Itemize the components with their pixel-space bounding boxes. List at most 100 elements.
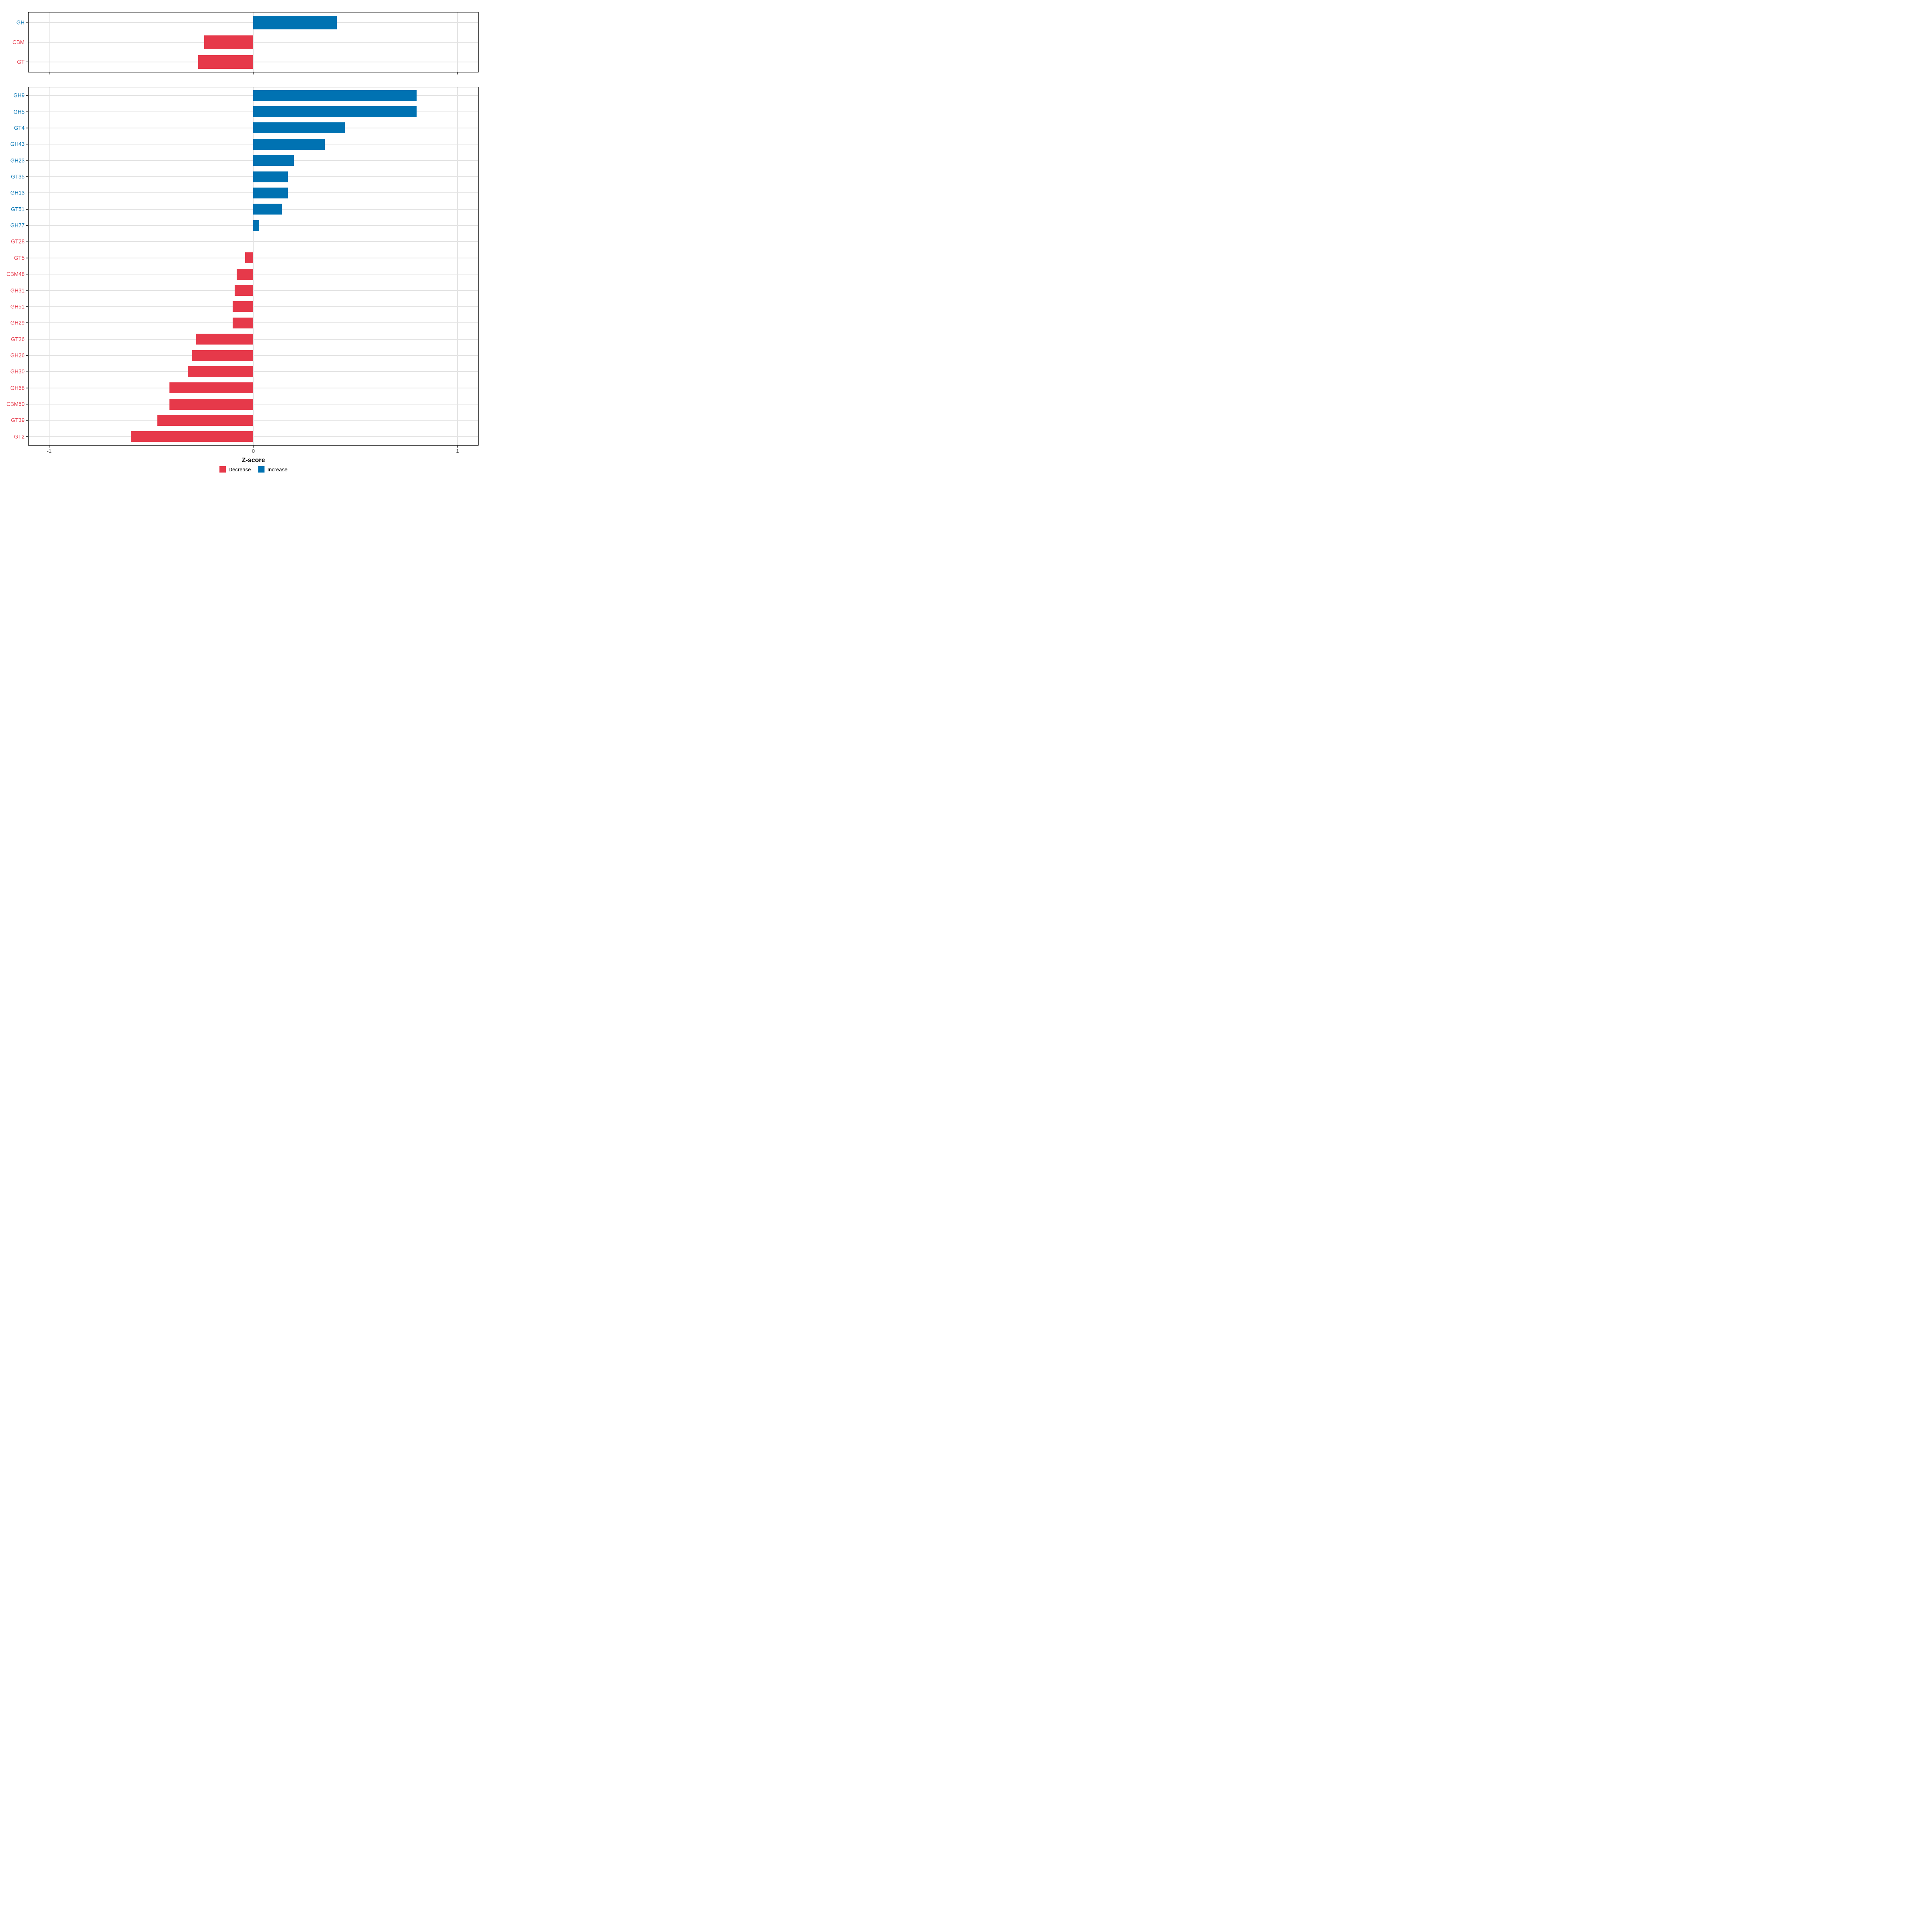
bar-GH31: [235, 285, 253, 296]
y-axis-tick: [25, 95, 28, 96]
x-axis-tick: [253, 445, 254, 448]
legend-key-swatch: [258, 466, 265, 473]
y-axis-tick: [25, 111, 28, 112]
x-axis-tick: [48, 445, 50, 448]
category-label: CBM50: [6, 401, 25, 407]
bar-GH77: [253, 220, 260, 231]
category-label: GH68: [10, 384, 25, 391]
x-axis-tick: [48, 72, 50, 74]
legend-item-decrease: Decrease: [219, 466, 251, 473]
category-label: GT26: [11, 336, 25, 342]
y-axis-tick: [25, 208, 28, 210]
bar-GT: [198, 55, 253, 69]
x-tick-label: -1: [47, 448, 52, 454]
category-label: GH77: [10, 222, 25, 229]
y-axis-tick: [25, 322, 28, 324]
bar-GH13: [253, 187, 288, 198]
category-label: GH13: [10, 190, 25, 196]
y-axis-tick: [25, 290, 28, 291]
y-gridline: [29, 41, 478, 43]
y-axis-tick: [25, 339, 28, 340]
legend-key-swatch: [219, 466, 226, 473]
bar-CBM48: [237, 268, 253, 280]
y-gridline: [29, 274, 478, 275]
y-axis-tick: [25, 160, 28, 161]
bar-GT26: [196, 334, 253, 345]
y-axis-tick: [25, 22, 28, 23]
bar-GH23: [253, 155, 294, 166]
category-label: GT39: [11, 417, 25, 423]
bar-GH5: [253, 106, 417, 118]
y-gridline: [29, 322, 478, 324]
bar-GH: [253, 15, 337, 29]
bar-CBM50: [169, 398, 253, 410]
x-tick-label: 0: [252, 448, 255, 454]
x-axis-tick: [457, 445, 458, 448]
bar-GT51: [253, 204, 282, 215]
y-axis-tick: [25, 41, 28, 43]
category-label: CBM48: [6, 271, 25, 277]
y-gridline: [29, 371, 478, 372]
category-label: GH30: [10, 368, 25, 375]
y-gridline: [29, 404, 478, 405]
bar-GH51: [233, 301, 253, 312]
x-axis-tick: [253, 72, 254, 74]
category-label: GT2: [14, 433, 25, 440]
category-label: GH9: [13, 92, 25, 99]
bar-GH29: [233, 317, 253, 328]
category-label: GH23: [10, 157, 25, 163]
x-axis-tick: [457, 72, 458, 74]
category-label: GH5: [13, 108, 25, 115]
legend: Decrease Increase: [219, 466, 288, 473]
x-axis-title: Z-score: [242, 457, 265, 464]
bar-GT5: [245, 252, 253, 264]
bar-GT39: [157, 415, 253, 426]
y-gridline: [29, 241, 478, 242]
category-label: GH: [16, 19, 25, 25]
y-axis-tick: [25, 420, 28, 421]
y-gridline: [29, 290, 478, 291]
y-gridline: [29, 306, 478, 307]
x-gridline: [48, 87, 50, 445]
category-label: CBM: [12, 39, 25, 45]
y-axis-tick: [25, 225, 28, 226]
y-axis-tick: [25, 306, 28, 307]
y-axis-tick: [25, 404, 28, 405]
category-label: GT35: [11, 173, 25, 180]
y-gridline: [29, 436, 478, 437]
bar-GH9: [253, 90, 417, 101]
bar-CBM: [204, 35, 253, 49]
category-label: GT5: [14, 255, 25, 261]
x-gridline: [457, 87, 458, 445]
category-label: GT4: [14, 125, 25, 131]
category-label: GH43: [10, 141, 25, 147]
bar-GH26: [192, 350, 253, 361]
y-axis-tick: [25, 274, 28, 275]
legend-label: Increase: [267, 466, 288, 473]
y-axis-tick: [25, 436, 28, 437]
y-gridline: [29, 355, 478, 356]
legend-label: Decrease: [228, 466, 251, 473]
z-score-bar-chart: GH CBM GT GH9 GH5 GT4 GH43 GH23 GT35 GH13 GT51 GH7…: [0, 0, 483, 483]
x-gridline: [253, 87, 254, 445]
summary-panel: GH CBM GT: [12, 12, 479, 74]
bar-GH68: [169, 382, 253, 394]
y-axis-tick: [25, 176, 28, 177]
families-panel: GH9 GH5 GT4 GH43 GH23 GT35 GH13 GT51 GH77 GT28 GT5…: [6, 87, 479, 448]
bar-GT2: [130, 431, 253, 442]
bar-GT35: [253, 171, 288, 182]
y-axis-tick: [25, 192, 28, 194]
category-label: GH29: [10, 320, 25, 326]
y-gridline: [29, 420, 478, 421]
bar-GH43: [253, 138, 325, 150]
category-label: GT51: [11, 206, 25, 212]
category-label: GT: [17, 58, 25, 65]
category-label: GH51: [10, 303, 25, 310]
category-label: GH31: [10, 287, 25, 293]
x-tick-label: 1: [456, 448, 459, 454]
bar-GH30: [188, 366, 253, 377]
category-label: GH26: [10, 352, 25, 359]
category-label: GT28: [11, 238, 25, 245]
y-gridline: [29, 339, 478, 340]
y-axis-tick: [25, 355, 28, 356]
